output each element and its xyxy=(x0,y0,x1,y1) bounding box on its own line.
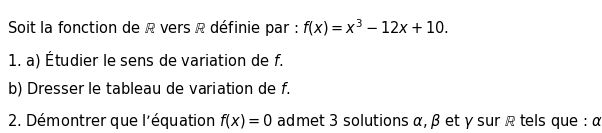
Text: 2. Démontrer que l’équation $f(x) = 0$ admet 3 solutions $\alpha, \beta$ et $\ga: 2. Démontrer que l’équation $f(x) = 0$ a… xyxy=(7,111,602,131)
Text: Soit la fonction de $\mathbb{R}$ vers $\mathbb{R}$ définie par : $f(x) = x^3 - 1: Soit la fonction de $\mathbb{R}$ vers $\… xyxy=(7,17,449,39)
Text: 1. a) Étudier le sens de variation de $f$.: 1. a) Étudier le sens de variation de $f… xyxy=(7,49,284,70)
Text: b) Dresser le tableau de variation de $f$.: b) Dresser le tableau de variation de $f… xyxy=(7,80,291,98)
